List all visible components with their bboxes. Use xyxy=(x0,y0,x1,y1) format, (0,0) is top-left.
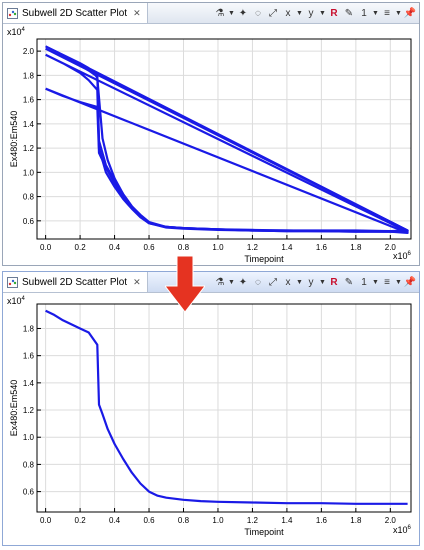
x-tick-label: 0.0 xyxy=(40,516,52,525)
wells-icon[interactable]: ⚗ xyxy=(215,7,225,19)
close-icon[interactable]: ✕ xyxy=(133,7,141,18)
scatter-plot-panel-top: Subwell 2D Scatter Plot ✕ ⚗ ▼ ✦ ◌ ⤢ x ▼ y ▼ R ✎ 1 ▼ ≡… xyxy=(2,2,420,266)
dropdown-arrow-icon[interactable]: ▼ xyxy=(372,278,379,286)
y-tick-label: 1.4 xyxy=(23,379,35,388)
y-tick-label: 1.6 xyxy=(23,352,35,361)
x-tick-label: 2.0 xyxy=(385,516,397,525)
x-scale-label: x106 xyxy=(393,251,411,261)
pin-icon[interactable]: 📌 xyxy=(403,7,417,19)
pencil-icon[interactable]: ✎ xyxy=(344,7,354,19)
y-tick-label: 0.8 xyxy=(23,193,35,202)
y-tick-label: 0.6 xyxy=(23,217,35,226)
lasso-icon[interactable]: ◌ xyxy=(255,7,261,19)
dropdown-arrow-icon[interactable]: ▼ xyxy=(228,9,235,17)
wand-icon[interactable]: ✦ xyxy=(238,276,248,288)
x-tick-label: 1.2 xyxy=(247,243,259,252)
y-axis-icon[interactable]: y xyxy=(308,7,314,19)
panel-title-bar: Subwell 2D Scatter Plot ✕ ⚗ ▼ ✦ ◌ ⤢ x ▼ y ▼ R ✎ 1 ▼ ≡… xyxy=(3,272,419,293)
y-axis-title: Ex480:Em540 xyxy=(9,111,19,168)
dropdown-arrow-icon[interactable]: ▼ xyxy=(395,9,402,17)
x-tick-label: 0.2 xyxy=(75,516,87,525)
x-tick-label: 0.4 xyxy=(109,243,121,252)
pin-icon[interactable]: 📌 xyxy=(403,276,417,288)
wand-icon[interactable]: ✦ xyxy=(238,7,248,19)
dropdown-arrow-icon[interactable]: ▼ xyxy=(319,278,326,286)
dropdown-arrow-icon[interactable]: ▼ xyxy=(228,278,235,286)
pencil-icon[interactable]: ✎ xyxy=(344,276,354,288)
down-arrow-icon xyxy=(165,256,205,312)
tab-subwell-scatter-plot[interactable]: Subwell 2D Scatter Plot ✕ xyxy=(3,272,148,292)
tab-label: Subwell 2D Scatter Plot xyxy=(22,7,128,19)
legend-icon[interactable]: ≡ xyxy=(384,7,390,19)
y-tick-label: 1.2 xyxy=(23,144,35,153)
x-tick-label: 0.0 xyxy=(40,243,52,252)
dropdown-arrow-icon[interactable]: ▼ xyxy=(296,9,303,17)
x-axis-icon[interactable]: x xyxy=(285,276,291,288)
x-tick-label: 1.8 xyxy=(350,243,362,252)
y-tick-label: 1.0 xyxy=(23,433,35,442)
tab-label: Subwell 2D Scatter Plot xyxy=(22,276,128,288)
rw-icon[interactable]: R xyxy=(330,276,338,288)
x-tick-label: 1.2 xyxy=(247,516,259,525)
y-scale-label: x104 xyxy=(7,296,25,306)
x-tick-label: 0.6 xyxy=(143,243,155,252)
x-tick-label: 1.6 xyxy=(316,516,328,525)
y-tick-label: 2.0 xyxy=(23,47,35,56)
y-tick-label: 0.8 xyxy=(23,460,35,469)
number-icon[interactable]: 1 xyxy=(361,7,367,19)
close-icon[interactable]: ✕ xyxy=(133,276,141,287)
tab-subwell-scatter-plot[interactable]: Subwell 2D Scatter Plot ✕ xyxy=(3,3,148,23)
dropdown-arrow-icon[interactable]: ▼ xyxy=(296,278,303,286)
x-tick-label: 1.4 xyxy=(281,243,293,252)
x-axis-title: Timepoint xyxy=(244,254,284,264)
x-tick-label: 0.4 xyxy=(109,516,121,525)
y-axis-icon[interactable]: y xyxy=(308,276,314,288)
x-tick-label: 2.0 xyxy=(385,243,397,252)
dropdown-arrow-icon[interactable]: ▼ xyxy=(372,9,379,17)
plot-toolbar: ⚗ ▼ ✦ ◌ ⤢ x ▼ y ▼ R ✎ 1 ▼ ≡ ▼ 📌 xyxy=(213,5,417,21)
y-tick-label: 1.8 xyxy=(23,324,35,333)
x-tick-label: 0.2 xyxy=(75,243,87,252)
scatter-chart-bottom[interactable]: 0.0 0.2 0.4 0.6 0.8 1.0 1.2 1.4 1.6 1.8 2.0 0.6 0.8 1… xyxy=(3,272,419,545)
x-tick-label: 1.4 xyxy=(281,516,293,525)
dropdown-arrow-icon[interactable]: ▼ xyxy=(319,9,326,17)
y-tick-label: 1.2 xyxy=(23,406,35,415)
number-icon[interactable]: 1 xyxy=(361,276,367,288)
x-tick-label: 1.0 xyxy=(212,243,224,252)
zoom-fit-icon[interactable]: ⤢ xyxy=(269,276,277,288)
zoom-fit-icon[interactable]: ⤢ xyxy=(269,7,277,19)
panel-title-bar: Subwell 2D Scatter Plot ✕ ⚗ ▼ ✦ ◌ ⤢ x ▼ y ▼ R ✎ 1 ▼ ≡… xyxy=(3,3,419,24)
x-tick-label: 1.8 xyxy=(350,516,362,525)
x-axis-title: Timepoint xyxy=(244,527,284,537)
x-axis-icon[interactable]: x xyxy=(285,7,291,19)
x-tick-label: 1.0 xyxy=(212,516,224,525)
x-tick-label: 0.6 xyxy=(143,516,155,525)
wells-icon[interactable]: ⚗ xyxy=(215,276,225,288)
scatter-chart-top[interactable]: 0.0 0.2 0.4 0.6 0.8 1.0 1.2 1.4 1.6 1.8 2.0 0.6 0.8 1… xyxy=(3,3,419,265)
scatter-plot-icon xyxy=(7,276,18,288)
data-series-line[interactable] xyxy=(45,47,409,233)
plot-toolbar: ⚗ ▼ ✦ ◌ ⤢ x ▼ y ▼ R ✎ 1 ▼ ≡ ▼ 📌 xyxy=(213,274,417,290)
data-series-line[interactable] xyxy=(45,309,408,505)
y-scale-label: x104 xyxy=(7,27,25,37)
scatter-plot-panel-bottom: Subwell 2D Scatter Plot ✕ ⚗ ▼ ✦ ◌ ⤢ x ▼ y ▼ R ✎ 1 ▼ ≡… xyxy=(2,271,420,546)
y-axis-title: Ex480:Em540 xyxy=(9,380,19,437)
lasso-icon[interactable]: ◌ xyxy=(255,276,261,288)
scatter-plot-icon xyxy=(7,7,18,19)
legend-icon[interactable]: ≡ xyxy=(384,276,390,288)
plot-frame xyxy=(36,38,412,240)
y-tick-label: 1.6 xyxy=(23,96,35,105)
plot-area[interactable] xyxy=(36,303,412,513)
y-tick-label: 0.6 xyxy=(23,488,35,497)
y-tick-label: 1.4 xyxy=(23,120,35,129)
dropdown-arrow-icon[interactable]: ▼ xyxy=(395,278,402,286)
x-tick-label: 1.6 xyxy=(316,243,328,252)
y-tick-label: 1.8 xyxy=(23,71,35,80)
x-scale-label: x106 xyxy=(393,525,411,535)
plot-frame xyxy=(36,303,412,513)
x-tick-label: 0.8 xyxy=(178,243,190,252)
rw-icon[interactable]: R xyxy=(330,7,338,19)
x-tick-label: 0.8 xyxy=(178,516,190,525)
y-tick-label: 1.0 xyxy=(23,168,35,177)
